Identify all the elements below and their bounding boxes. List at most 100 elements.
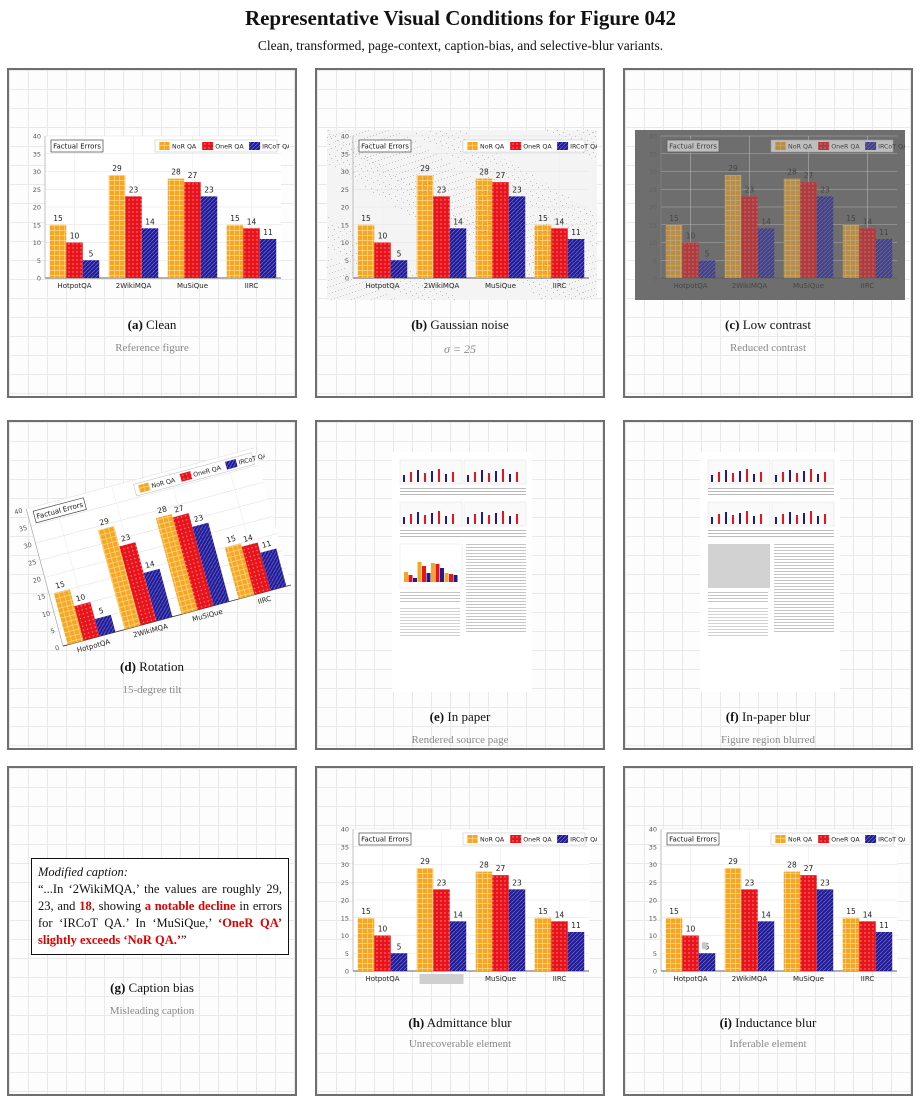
bar <box>172 513 214 611</box>
bar-value-label: 11 <box>571 921 581 930</box>
bar-value-label: 15 <box>53 214 63 223</box>
bar <box>125 196 142 278</box>
panel-note: Rendered source page <box>411 734 509 746</box>
bar <box>665 224 683 278</box>
panel-note: Inferable element <box>729 1038 807 1050</box>
legend-entry: IRCoT QA <box>878 144 905 151</box>
bar <box>200 196 218 278</box>
y-tick-label: 15 <box>649 914 657 922</box>
x-tick-label: HotpotQA <box>365 975 399 983</box>
legend-entry: IRCoT QA <box>878 837 905 844</box>
bar-value-label: 15 <box>538 214 548 223</box>
x-tick-label: MuSiQue <box>177 282 208 290</box>
chart-svg: 051015202530354015105HotpotQA2923142Wiki… <box>13 447 292 654</box>
bar <box>859 228 876 278</box>
y-tick-label: 10 <box>341 239 349 247</box>
bar-value-label: 11 <box>261 539 273 550</box>
bar-value-label: 14 <box>863 910 873 919</box>
chart-svg: 051015202530354015105HotpotQA2923142Wiki… <box>327 130 600 300</box>
legend-entry: NoR QA <box>788 837 813 844</box>
bar <box>475 178 493 278</box>
x-tick-label: IIRC <box>861 975 875 983</box>
y-tick-label: 30 <box>33 168 41 176</box>
y-tick-label: 20 <box>33 204 41 212</box>
figure-subtitle: Clean, transformed, page-context, captio… <box>257 38 664 53</box>
x-tick-label: HotpotQA <box>673 975 707 983</box>
legend-entry: OneR QA <box>831 837 860 844</box>
bar-value-label: 14 <box>242 533 254 544</box>
bar-value-label: 5 <box>397 942 402 951</box>
bar-value-label: 23 <box>204 185 214 194</box>
legend-entry: IRCoT QA <box>570 144 597 151</box>
paper-page <box>392 452 532 692</box>
bar <box>224 543 255 600</box>
bar-value-label: 11 <box>263 228 273 237</box>
x-tick-label: HotpotQA <box>365 282 399 290</box>
y-tick-label: 20 <box>649 897 657 905</box>
legend-entry: NoR QA <box>788 144 813 151</box>
bar-value-label: 14 <box>555 217 565 226</box>
bar <box>416 868 434 971</box>
y-tick-label: 40 <box>649 826 657 834</box>
bar <box>449 921 467 971</box>
panel-e-in-paper: (e) In paper Rendered source page <box>315 420 605 750</box>
bar <box>357 917 375 971</box>
bar <box>567 931 585 971</box>
y-tick-label: 5 <box>653 950 657 958</box>
x-tick-label: IIRC <box>245 282 259 290</box>
y-tick-label: 25 <box>341 879 349 887</box>
bar-value-label: 14 <box>247 217 257 226</box>
bar <box>800 875 817 971</box>
caption-text: “...In ‘2WikiMQA,’ the values are roughl… <box>38 882 282 947</box>
bar <box>741 196 758 278</box>
bar-value-label: 15 <box>225 534 237 545</box>
bar-value-label: 23 <box>129 185 139 194</box>
bar-value-label: 28 <box>479 168 489 177</box>
bar-value-label: 27 <box>496 171 506 180</box>
y-tick-label: 20 <box>649 204 657 212</box>
caption-heading: Modified caption: <box>38 865 128 879</box>
bar-value-label: 5 <box>89 249 94 258</box>
y-tick-label: 15 <box>36 592 46 602</box>
panel-b-gaussian-noise: 0 5 10 15 20 25 30 35 40 15 10 5 HotpotQA 29 23 14 2Wiki… <box>315 68 605 398</box>
bar-value-label: 10 <box>686 925 696 934</box>
bar-value-label: 15 <box>230 214 240 223</box>
y-tick-label: 15 <box>341 914 349 922</box>
bar-value-label: 15 <box>846 907 856 916</box>
y-tick-label: 35 <box>18 524 28 534</box>
chart-title: Factual Errors <box>53 143 101 151</box>
y-tick-label: 30 <box>23 541 33 551</box>
bar <box>842 224 860 278</box>
bar <box>492 875 509 971</box>
bar-value-label: 23 <box>745 185 755 194</box>
chart-title: Factual Errors <box>361 836 409 844</box>
bar-value-label: 15 <box>669 907 679 916</box>
y-tick-label: 40 <box>649 133 657 141</box>
bar-value-label: 14 <box>761 910 771 919</box>
legend-entry: OneR QA <box>215 144 244 151</box>
y-tick-label: 20 <box>341 897 349 905</box>
bar <box>682 242 699 278</box>
bar <box>241 542 271 595</box>
bar-value-label: 11 <box>571 228 581 237</box>
bar-value-label: 15 <box>538 907 548 916</box>
bar <box>53 589 84 645</box>
x-tick-label: MuSiQue <box>793 975 824 983</box>
y-tick-label: 5 <box>345 950 349 958</box>
panel-caption: (c) Low contrast <box>725 317 811 332</box>
legend-entry: OneR QA <box>831 144 860 151</box>
panel-note: σ = 25 <box>443 342 476 356</box>
paper-page-svg <box>700 452 840 692</box>
bar-value-label: 10 <box>686 232 696 241</box>
x-tick-label: HotpotQA <box>673 282 707 290</box>
bar <box>859 921 876 971</box>
y-tick-label: 15 <box>341 221 349 229</box>
legend-entry: NoR QA <box>480 837 505 844</box>
bar-value-label: 23 <box>512 878 522 887</box>
bar <box>842 917 860 971</box>
bar <box>66 242 83 278</box>
bar <box>390 953 408 971</box>
